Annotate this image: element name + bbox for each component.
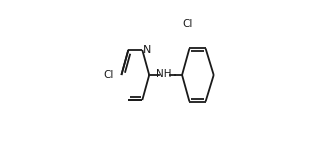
- Text: Cl: Cl: [182, 19, 192, 29]
- Text: NH: NH: [156, 69, 171, 79]
- Text: N: N: [143, 45, 152, 55]
- Text: Cl: Cl: [103, 70, 113, 80]
